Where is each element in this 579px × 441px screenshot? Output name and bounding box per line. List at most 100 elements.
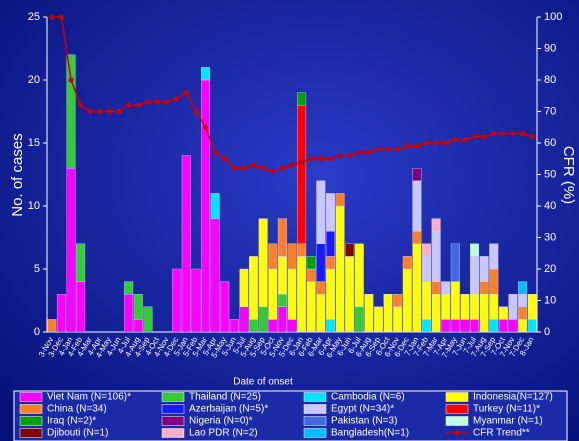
- bar-segment: [143, 306, 153, 333]
- cfr-dot: [385, 146, 391, 152]
- cfr-dot: [145, 99, 151, 105]
- legend-swatch: [303, 428, 327, 438]
- bar-segment: [393, 294, 403, 308]
- x-axis-label: Date of onset: [233, 377, 293, 388]
- legend-label: Cambodia (N=6): [331, 392, 405, 403]
- bar-segment: [335, 205, 345, 333]
- cfr-dot: [116, 108, 122, 115]
- bar-segment: [316, 243, 326, 282]
- y-tick-label: 15: [28, 137, 40, 149]
- bar-segment: [441, 294, 451, 320]
- bar-segment: [181, 155, 191, 333]
- y2-axis-label: CFR (%): [560, 146, 577, 204]
- cfr-dot: [318, 156, 324, 162]
- bar-segment: [508, 294, 518, 320]
- bar-segment: [431, 294, 441, 333]
- legend-label: Indonesia(N=127): [473, 392, 553, 403]
- bar-segment: [297, 92, 307, 106]
- cfr-dot: [164, 99, 170, 105]
- bar-segment: [220, 281, 230, 333]
- bar-segment: [76, 281, 86, 333]
- bar-segment: [66, 167, 76, 333]
- bar-segment: [412, 230, 422, 244]
- legend-label: China (N=34): [47, 404, 107, 415]
- cfr-dot: [279, 165, 285, 171]
- bar-segment: [412, 243, 422, 333]
- bar-segment: [287, 319, 297, 333]
- bar-segment: [268, 319, 278, 333]
- bar-segment: [441, 319, 451, 333]
- legend-swatch: [303, 392, 327, 402]
- legend-swatch: [19, 392, 43, 402]
- bar-segment: [239, 268, 249, 307]
- bar-segment: [133, 319, 143, 333]
- bar-segment: [297, 104, 307, 245]
- bar-segment: [402, 256, 412, 270]
- legend-label: Djibouti (N=1): [47, 428, 108, 439]
- bar-segment: [345, 243, 355, 257]
- bar-segment: [229, 319, 239, 333]
- bar-segment: [306, 256, 316, 270]
- bar-segment: [277, 306, 287, 333]
- cfr-dot: [193, 108, 199, 115]
- bar-segment: [335, 193, 345, 207]
- bar-segment: [297, 243, 307, 257]
- cfr-dot: [106, 108, 113, 115]
- bar-segment: [277, 294, 287, 308]
- legend-label: Iraq (N=2)*: [47, 416, 96, 427]
- legend-label: Pakistan (N=3): [331, 416, 397, 427]
- bar-segment: [431, 218, 441, 232]
- bar-segment: [325, 319, 335, 333]
- y2-tick-label: 90: [544, 42, 556, 54]
- legend-swatch: [161, 392, 185, 402]
- y2-tick-label: 80: [544, 74, 556, 86]
- bar-segment: [287, 243, 297, 270]
- legend-swatch: [445, 392, 469, 402]
- bar-segment: [479, 281, 489, 295]
- bar-segment: [460, 294, 470, 320]
- cfr-dot: [510, 130, 516, 137]
- cfr-dot: [97, 108, 103, 115]
- y2-tick-label: 30: [544, 231, 556, 243]
- cfr-dot: [327, 156, 334, 162]
- cfr-dot: [375, 146, 382, 152]
- bar-segment: [527, 319, 537, 333]
- bar-segment: [422, 243, 432, 257]
- bar-segment: [508, 319, 518, 333]
- bar-segment: [191, 268, 201, 333]
- cfr-dot: [404, 143, 410, 149]
- cfr-dot: [174, 96, 180, 102]
- bar-segment: [470, 319, 480, 333]
- cfr-dot: [78, 102, 84, 108]
- bar-segment: [325, 230, 335, 257]
- bar-segment: [325, 268, 335, 320]
- legend-label: Myanmar (N=1): [473, 416, 543, 427]
- cfr-dot: [270, 168, 276, 174]
- y-axis-label: No. of cases: [9, 133, 26, 216]
- bar-segment: [325, 193, 335, 232]
- bar-segment: [354, 243, 364, 308]
- cfr-dot: [202, 124, 209, 130]
- cfr-dot: [491, 130, 497, 137]
- bar-segment: [249, 256, 259, 320]
- legend-label: Thailand (N=25): [189, 392, 261, 403]
- cfr-dot: [500, 130, 506, 137]
- bar-segment: [460, 319, 470, 333]
- cfr-dot: [519, 130, 526, 137]
- y-tick-label: 5: [34, 263, 40, 275]
- cfr-dot: [337, 153, 343, 159]
- bar-segment: [431, 281, 441, 295]
- bar-segment: [527, 294, 537, 320]
- bar-segment: [133, 294, 143, 320]
- bar-segment: [287, 268, 297, 320]
- cfr-dot: [231, 165, 237, 171]
- cfr-dot: [49, 14, 55, 20]
- y-tick-label: 25: [28, 11, 40, 23]
- cfr-dot: [308, 156, 314, 162]
- bar-segment: [258, 306, 268, 333]
- bar-segment: [56, 294, 66, 333]
- cfr-dot: [471, 134, 478, 140]
- bar-segment: [306, 268, 316, 282]
- bar-segment: [124, 294, 134, 333]
